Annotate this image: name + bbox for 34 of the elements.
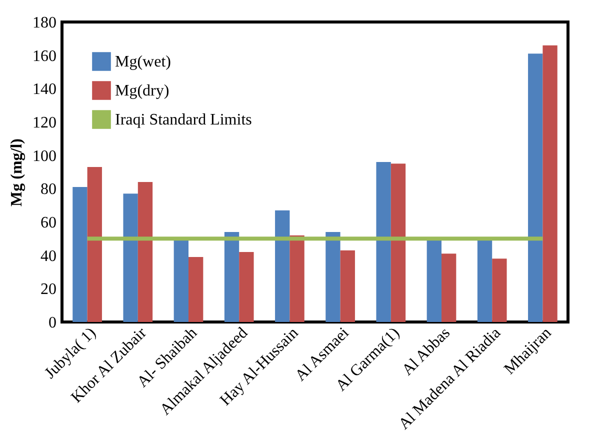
bar [87,167,102,322]
y-tick-label: 160 [32,48,56,65]
bar [376,162,391,322]
bar [174,238,188,322]
bar [442,254,456,322]
bar [477,238,492,322]
bar [138,182,153,322]
y-tick-label: 20 [40,281,56,298]
bar [239,252,254,322]
y-tick-label: 140 [32,81,56,98]
y-tick-label: 120 [32,114,56,132]
bar [224,232,240,322]
y-tick-label: 60 [40,214,56,232]
bar [275,210,290,322]
y-tick-label: 40 [40,248,56,265]
bar [528,54,543,322]
legend-label: Mg(wet) [115,54,171,70]
bar [390,164,406,322]
bar [72,187,88,322]
y-tick-label: 80 [40,181,56,198]
bar [326,232,340,322]
y-tick-label: 100 [32,148,56,165]
legend-label: Mg(dry) [115,82,170,100]
bar [188,257,204,322]
bar [340,250,355,322]
y-tick-label: 180 [32,14,56,32]
y-axis-title: Mg (mg/l) [8,138,26,206]
y-tick-label: 0 [48,314,56,332]
legend-label: Iraqi Standard Limits [115,112,252,128]
bar [290,235,304,322]
bar [492,258,507,322]
bar [542,45,558,322]
bar [426,238,442,322]
bar [123,194,138,322]
